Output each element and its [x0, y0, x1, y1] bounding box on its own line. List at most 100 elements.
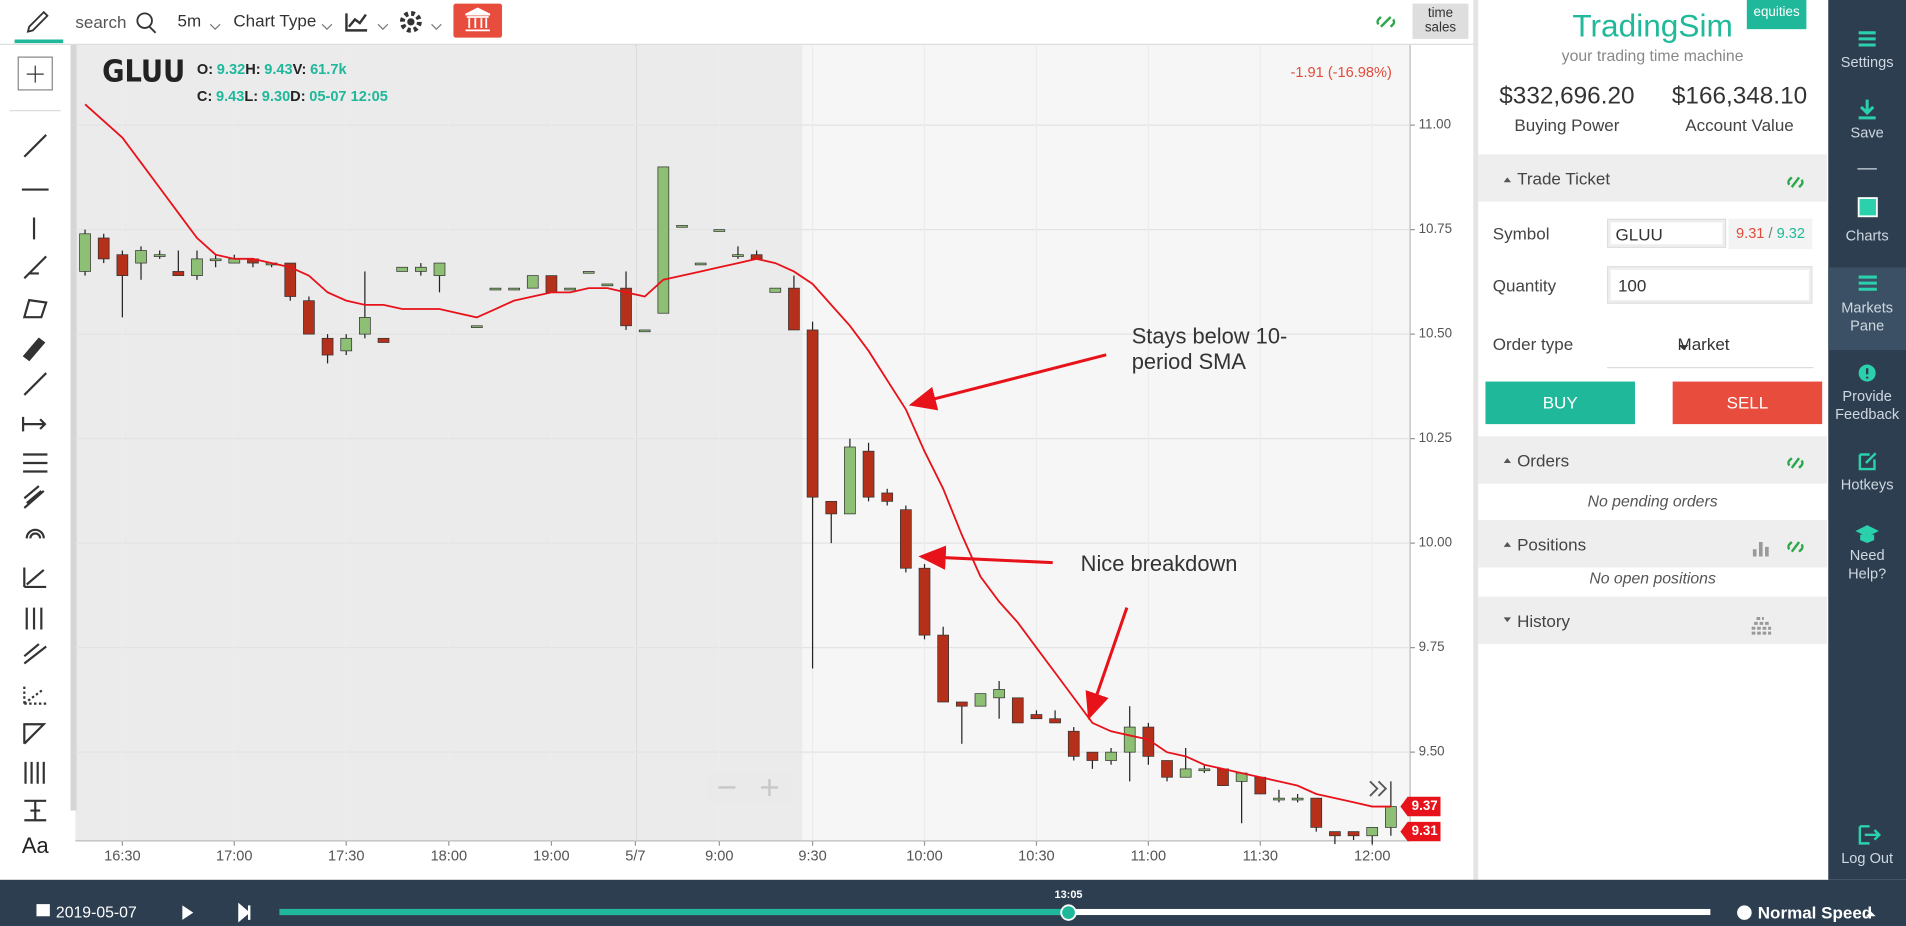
- toolbar-icons: [14, 3, 1469, 44]
- cycles-tool[interactable]: [25, 607, 43, 630]
- order-type-label: Order type: [1492, 334, 1574, 354]
- measure-tool[interactable]: [22, 416, 47, 432]
- candle-body: [1291, 797, 1304, 801]
- text-tool[interactable]: Aa: [21, 833, 49, 858]
- candle-body: [638, 329, 651, 333]
- candle-body: [321, 337, 334, 356]
- header-value: 9.32: [216, 60, 246, 78]
- cursor-icon: [26, 65, 44, 83]
- trade-ticket-header[interactable]: Trade Ticket: [1478, 154, 1828, 202]
- gann-tool[interactable]: [23, 567, 47, 589]
- brush-tool[interactable]: [22, 337, 46, 362]
- nav-label[interactable]: Save: [1850, 123, 1884, 141]
- time-sales-button[interactable]: [1412, 3, 1469, 39]
- candle-body: [1049, 718, 1061, 724]
- tool-column: [9, 56, 61, 822]
- timeline-knob[interactable]: [1060, 904, 1077, 921]
- search-input[interactable]: search: [75, 12, 127, 32]
- chart-type[interactable]: Chart Type: [233, 10, 317, 31]
- shape-tool[interactable]: [22, 298, 48, 319]
- tagline: your trading time machine: [1561, 46, 1744, 65]
- cursor-tool[interactable]: [17, 56, 53, 91]
- candle-body: [545, 275, 558, 293]
- pitchfork-tool[interactable]: [23, 485, 45, 509]
- candle-body: [116, 254, 129, 276]
- header-label: O:: [196, 60, 214, 78]
- interval[interactable]: 5m: [177, 10, 202, 31]
- speed-tool[interactable]: [23, 684, 47, 705]
- candle-body: [1086, 751, 1099, 761]
- bank-button[interactable]: [453, 3, 503, 38]
- empty-positions: No open positions: [1589, 568, 1716, 587]
- range-tool[interactable]: [24, 799, 47, 822]
- quantity-input[interactable]: 100: [1607, 266, 1813, 304]
- nav-label[interactable]: Log Out: [1841, 849, 1894, 867]
- step-button[interactable]: [238, 902, 251, 923]
- settings-icon[interactable]: [1858, 31, 1876, 47]
- fan-tool[interactable]: [23, 643, 47, 665]
- quote: 9.31 / 9.32: [1728, 218, 1813, 250]
- section-title: Orders: [1517, 450, 1570, 470]
- link-icon[interactable]: [1787, 176, 1804, 189]
- calendar-icon[interactable]: [36, 904, 50, 917]
- hotkeys-icon[interactable]: [1858, 452, 1877, 471]
- charts-icon[interactable]: [1857, 197, 1878, 218]
- toolbar: [0, 0, 1479, 45]
- time-sales-label: time sales: [1424, 6, 1457, 36]
- candle-body: [1179, 768, 1192, 778]
- order-type[interactable]: Market: [1677, 334, 1730, 354]
- annotation: period SMA: [1132, 349, 1247, 374]
- time: 13:05: [1054, 888, 1083, 901]
- channel-tool[interactable]: [23, 255, 47, 280]
- speed[interactable]: Normal Speed: [1757, 902, 1873, 923]
- header-label: C:: [196, 87, 213, 105]
- indicator-icon[interactable]: [345, 13, 368, 32]
- header-value: 9.43: [215, 87, 245, 105]
- nav-label[interactable]: Settings: [1840, 53, 1894, 71]
- logout-icon[interactable]: [1858, 825, 1882, 845]
- link-icon[interactable]: [1787, 457, 1804, 469]
- orders-header[interactable]: Orders: [1478, 436, 1828, 484]
- nav-active: [1828, 267, 1906, 350]
- help-icon[interactable]: [1855, 525, 1879, 543]
- candle-body: [79, 233, 91, 272]
- account-value-label: Account Value: [1685, 115, 1794, 135]
- nav-label[interactable]: Charts: [1845, 227, 1889, 245]
- candle-body: [359, 317, 371, 335]
- symbol: GLUU: [102, 54, 185, 89]
- circle-tool[interactable]: [25, 528, 45, 539]
- history-header[interactable]: History: [1478, 596, 1828, 645]
- symbol-input[interactable]: GLUU: [1607, 218, 1727, 248]
- candle-body: [415, 266, 427, 272]
- x-tick-label: 11:00: [1131, 849, 1166, 865]
- play-button[interactable]: [182, 905, 194, 920]
- settings-icon[interactable]: [399, 10, 422, 33]
- candle-body: [1273, 797, 1285, 801]
- search-icon[interactable]: [136, 12, 153, 29]
- nav-label[interactable]: Need Help?: [1848, 546, 1887, 583]
- caret: [1503, 177, 1511, 623]
- ray-tool[interactable]: [23, 372, 47, 396]
- nav-label[interactable]: Provide Feedback: [1835, 387, 1900, 423]
- brand: TradingSim: [1572, 7, 1733, 44]
- speed-icon[interactable]: [1737, 905, 1752, 920]
- x-tick-label: 12:00: [1354, 849, 1390, 865]
- x-tick-label: 16:30: [104, 849, 140, 865]
- pencil-icon[interactable]: [26, 10, 49, 33]
- scroll-right[interactable]: [1369, 780, 1388, 797]
- triangle-tool[interactable]: [23, 723, 47, 745]
- nav-label[interactable]: Markets Pane: [1841, 298, 1894, 335]
- candle-body: [1310, 797, 1323, 828]
- markets-icon[interactable]: [1858, 275, 1877, 291]
- time-tool[interactable]: [24, 761, 45, 784]
- buy-button[interactable]: BUY: [1485, 381, 1635, 425]
- fib-tool[interactable]: [23, 453, 48, 473]
- link-icon[interactable]: [1787, 541, 1804, 553]
- nav-label[interactable]: Hotkeys: [1840, 476, 1894, 494]
- save-icon[interactable]: [1858, 99, 1876, 120]
- trend-tool[interactable]: [23, 134, 47, 158]
- empty-orders: No pending orders: [1587, 492, 1718, 511]
- sell-button[interactable]: SELL: [1672, 381, 1823, 425]
- link-icon[interactable]: [1376, 16, 1396, 28]
- positions-header[interactable]: Positions: [1478, 520, 1828, 568]
